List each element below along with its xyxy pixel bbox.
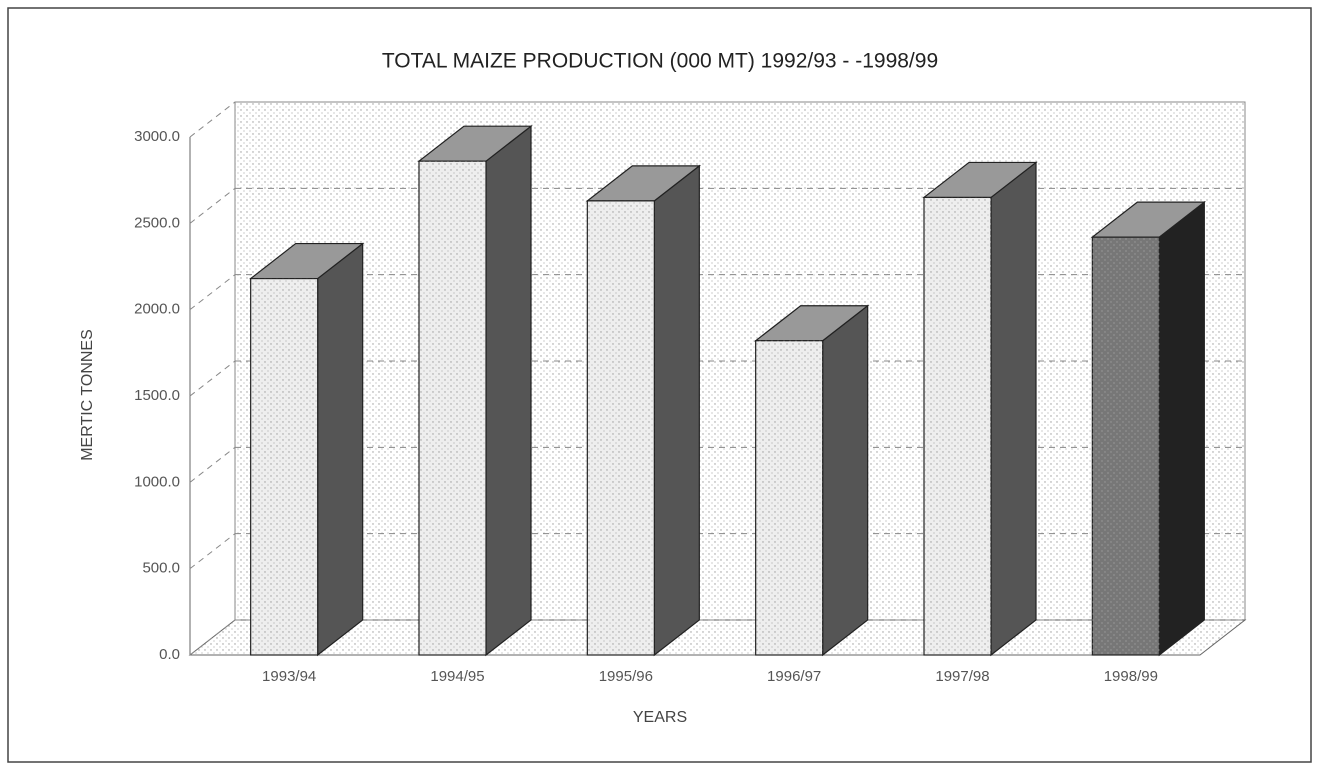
grid-line-side <box>189 446 236 483</box>
x-tick-label: 1995/96 <box>599 668 653 685</box>
bar-side <box>822 304 869 657</box>
grid-line-side <box>189 101 236 138</box>
x-tick-label: 1993/94 <box>262 668 316 685</box>
y-tick-label: 1000.0 <box>134 473 180 490</box>
chart-title: TOTAL MAIZE PRODUCTION (000 MT) 1992/93 … <box>382 50 938 73</box>
bar-texture <box>1092 237 1160 655</box>
bar-texture <box>755 340 823 655</box>
bar-texture <box>250 278 318 655</box>
bar-side <box>1158 200 1205 657</box>
y-tick-label: 2000.0 <box>134 301 180 318</box>
y-tick-label: 2500.0 <box>134 214 180 231</box>
x-tick-label: 1994/95 <box>430 668 484 685</box>
y-tick-label: 500.0 <box>142 560 180 577</box>
grid-line-side <box>189 274 236 311</box>
bar-side <box>990 161 1037 657</box>
grid-line-side <box>189 187 236 224</box>
x-axis-title: YEARS <box>633 709 687 726</box>
grid-line-side <box>189 619 236 656</box>
y-axis-title: MERTIC TONNES <box>79 329 96 461</box>
y-tick-label: 0.0 <box>159 646 180 663</box>
bar-side <box>485 124 532 657</box>
grid-line-side <box>189 533 236 570</box>
x-tick-label: 1997/98 <box>935 668 989 685</box>
plot-area: 0.0 500.0 1000.0 1500.0 2000.0 2500.0 3000.0 19… <box>134 101 1247 685</box>
x-tick-label: 1996/97 <box>767 668 821 685</box>
y-tick-label: 1500.0 <box>134 387 180 404</box>
bar-texture <box>419 161 486 655</box>
bar-texture <box>587 200 655 656</box>
y-tick-label: 3000.0 <box>134 128 180 145</box>
grid-line-side <box>189 360 236 397</box>
bar-side <box>653 164 700 657</box>
x-tick-label: 1998/99 <box>1104 668 1158 685</box>
bar-texture <box>924 197 991 655</box>
bar-side <box>317 242 364 657</box>
